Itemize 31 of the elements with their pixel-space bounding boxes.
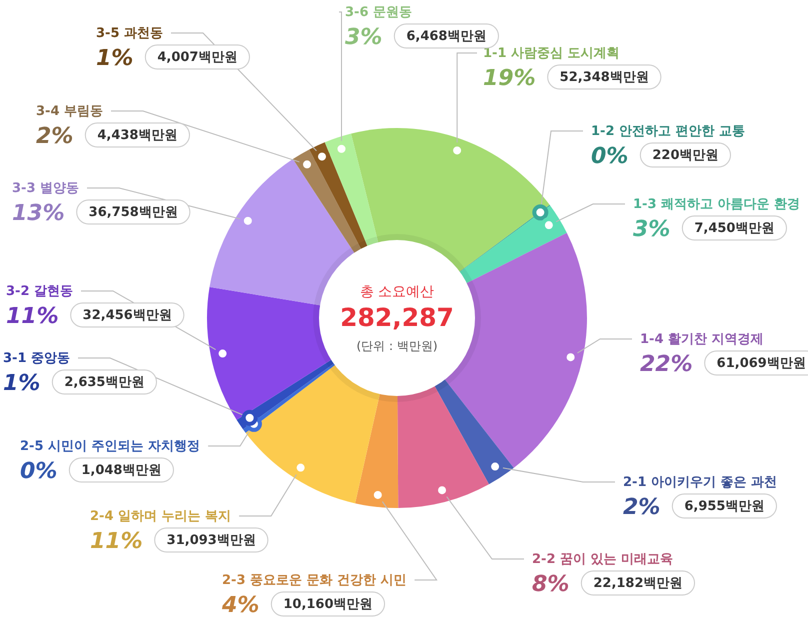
slice-label: 3-4 부림동 <box>36 104 104 119</box>
slice-label: 1-2 안전하고 편안한 교통 <box>591 124 746 139</box>
data-label: 11% 31,093백만원 <box>90 529 256 554</box>
data-label: 2% 6,955백만원 <box>623 495 764 520</box>
data-label: 0% 1,048백만원 <box>20 459 162 484</box>
data-label: 13% 36,758백만원 <box>12 201 178 226</box>
data-label: 22% 61,069백만원 <box>640 352 806 377</box>
slice-label: 2-3 풍요로운 문화 건강한 시민 <box>222 573 407 588</box>
slice-label: 3-6 문원동 <box>345 5 412 20</box>
text: (단위 : 백만원) <box>356 339 438 353</box>
slice-label: 3-5 과천동 <box>96 26 164 41</box>
text: 282,287 <box>340 303 454 332</box>
slice-label: 2-5 시민이 주인되는 자치행정 <box>20 439 200 454</box>
slice-label: 3-3 별양동 <box>12 181 80 196</box>
data-label: 11% 32,456백만원 <box>6 304 172 329</box>
slice-label: 2-1 아이키우기 좋은 과천 <box>623 475 778 490</box>
slice-label: 3-2 갈현동 <box>6 284 74 299</box>
data-label: 3% 7,450백만원 <box>633 217 774 242</box>
data-label: 8% 22,182백만원 <box>532 572 683 597</box>
data-label: 0% 220백만원 <box>591 144 718 169</box>
data-label: 4% 10,160백만원 <box>221 593 373 618</box>
data-label: 1% 2,635백만원 <box>3 371 144 396</box>
data-label: 19% 52,348백만원 <box>483 66 649 91</box>
text: 총 소요예산 <box>360 284 434 300</box>
slice-label: 1-4 활기찬 지역경제 <box>640 332 764 347</box>
slice-label: 2-2 꿈이 있는 미래교육 <box>532 552 674 567</box>
slice-label: 2-4 일하며 누리는 복지 <box>90 509 232 524</box>
data-label: 2% 4,438백만원 <box>36 124 178 149</box>
slice-label: 3-1 중앙동 <box>3 351 70 366</box>
data-label: 1% 4,007백만원 <box>96 46 238 71</box>
slice-label: 1-3 쾌적하고 아름다운 환경 <box>633 197 800 212</box>
